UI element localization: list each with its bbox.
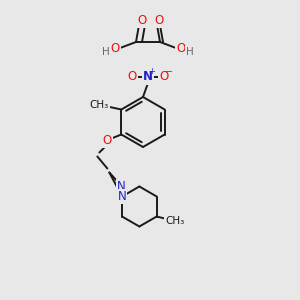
Text: O: O <box>103 134 112 147</box>
Text: O: O <box>159 70 169 83</box>
Text: O: O <box>110 43 120 56</box>
Text: N: N <box>118 190 126 203</box>
Text: O: O <box>137 14 147 26</box>
Text: CH₃: CH₃ <box>165 215 184 226</box>
Text: H: H <box>102 47 110 57</box>
Text: +: + <box>148 68 155 76</box>
Text: CH₃: CH₃ <box>90 100 109 110</box>
Text: N: N <box>143 70 153 83</box>
Text: O: O <box>176 43 186 56</box>
Text: O: O <box>128 70 136 83</box>
Text: −: − <box>165 67 173 77</box>
Text: O: O <box>154 14 164 26</box>
Text: H: H <box>186 47 194 57</box>
Text: N: N <box>117 180 126 193</box>
